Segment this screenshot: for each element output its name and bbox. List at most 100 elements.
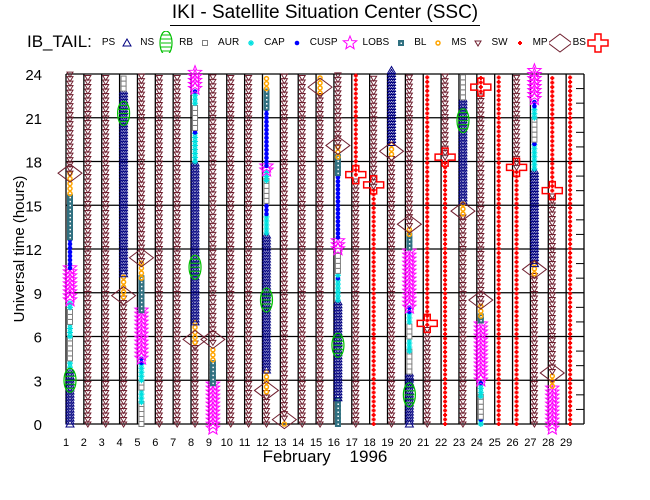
sw-point: [496, 323, 501, 327]
sw-point: [443, 336, 448, 341]
ps-point: [529, 180, 540, 190]
sw-point: [496, 192, 501, 197]
sw-point: [425, 183, 430, 188]
sw-point: [425, 160, 430, 165]
sw-point: [371, 368, 376, 372]
sw-point: [568, 408, 573, 413]
cusp-point: [472, 371, 489, 388]
sw-point: [371, 251, 376, 255]
sw-point: [568, 305, 573, 309]
sw-point: [568, 165, 573, 170]
aur-point: [192, 158, 199, 165]
aur-point: [67, 304, 73, 311]
aur-point: [192, 96, 199, 103]
segment-ms: [441, 73, 449, 162]
sw-point: [496, 183, 501, 188]
sw-point: [568, 341, 573, 345]
sw-point: [353, 82, 358, 87]
sw-point: [514, 327, 519, 332]
day-column-13: [271, 73, 298, 430]
x-tick-label: 11: [239, 437, 250, 449]
ps-point: [529, 183, 540, 193]
cap-point: [264, 135, 269, 141]
legend-symbol: [587, 33, 609, 53]
sw-point: [496, 233, 501, 237]
sw-point: [371, 318, 376, 323]
sw-point: [568, 278, 573, 282]
sw-point: [568, 327, 573, 332]
rb-point: [192, 119, 199, 126]
lobs-dot: [265, 95, 268, 97]
sw-point: [568, 251, 573, 255]
rb-point: [334, 262, 341, 269]
sw-point: [371, 314, 376, 318]
rb-point: [138, 411, 145, 417]
cap-point: [264, 203, 269, 209]
sw-point: [496, 287, 501, 291]
sw-point: [443, 341, 448, 345]
sw-point: [371, 350, 376, 354]
cap-point: [335, 203, 341, 208]
cusp-point: [329, 236, 346, 252]
cap-point: [335, 223, 341, 228]
sw-point: [568, 174, 573, 179]
cusp-point: [204, 412, 221, 428]
aur-point: [263, 221, 270, 228]
sw-point: [514, 323, 519, 327]
cusp-point: [472, 359, 489, 376]
sw-point: [568, 422, 573, 426]
bl-point: [335, 154, 341, 160]
rb-point: [138, 384, 145, 391]
sw-point: [425, 286, 430, 291]
rb-point: [138, 406, 145, 412]
mp-marker: [396, 214, 423, 234]
ns-marker: [116, 100, 131, 126]
cusp-point: [472, 327, 489, 344]
aur-point: [192, 150, 199, 157]
rb-point: [192, 104, 199, 111]
sw-point: [496, 165, 501, 170]
segment-ms: [316, 93, 324, 428]
sw-point: [443, 237, 448, 242]
sw-point: [353, 150, 358, 155]
ps-point: [529, 192, 540, 202]
lobs-point: [477, 313, 484, 320]
cap-point: [264, 131, 269, 137]
sw-point: [514, 192, 519, 197]
ps-point: [529, 258, 540, 268]
cusp-point: [401, 262, 418, 279]
bl-point: [531, 271, 538, 277]
sw-point: [496, 399, 501, 404]
y-tick-label: 15: [25, 198, 42, 215]
sw-point: [371, 413, 376, 417]
segment-aur: [263, 213, 270, 236]
mp-marker: [128, 248, 155, 268]
sw-point: [568, 102, 573, 107]
sw-point: [371, 273, 376, 278]
cusp-point: [544, 416, 561, 432]
sw-point: [425, 277, 430, 282]
bl-point: [263, 374, 270, 380]
bl-point: [317, 90, 323, 96]
segment-ps: [458, 93, 468, 205]
aur-point: [531, 157, 538, 164]
segment-cusp: [187, 64, 204, 96]
lobs-point: [138, 307, 145, 314]
legend-item-lobs: LOBS: [363, 31, 414, 53]
sw-point: [568, 152, 573, 156]
dot-icon: [294, 40, 300, 46]
sw-point: [443, 377, 448, 381]
sw-point: [568, 188, 573, 192]
lobs-dot: [69, 224, 71, 227]
lobs-dot: [140, 305, 143, 308]
segment-rb: [192, 104, 199, 131]
sw-point: [443, 390, 448, 395]
rb-point: [459, 84, 466, 91]
segment-lobs: [334, 397, 341, 427]
cross-icon: [587, 33, 609, 53]
sw-point: [496, 134, 501, 138]
lobs-point: [209, 360, 216, 367]
segment-cusp: [401, 242, 418, 315]
sw-point: [425, 205, 430, 210]
lobs-point: [67, 202, 73, 209]
